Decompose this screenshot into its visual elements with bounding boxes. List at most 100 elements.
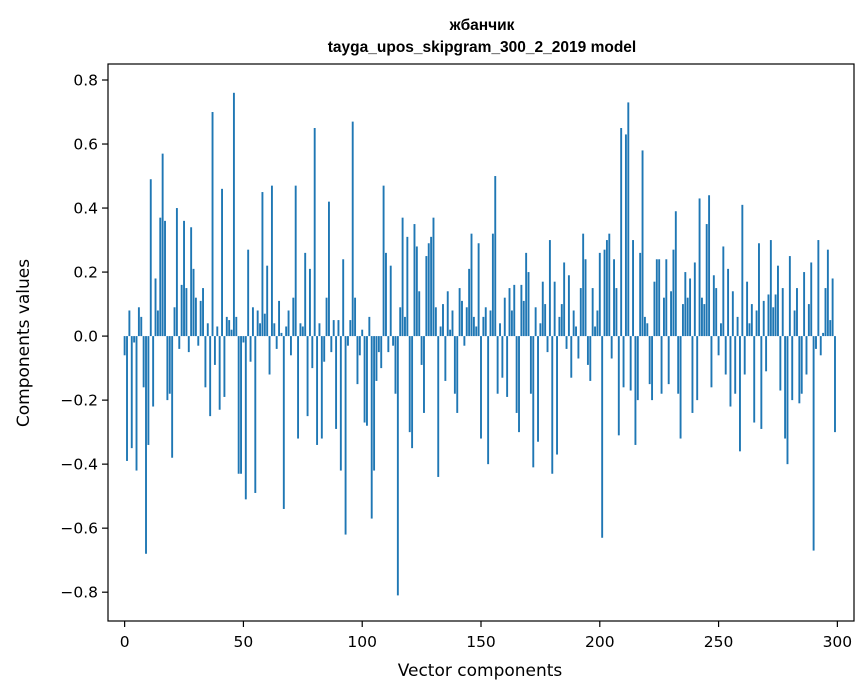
bar	[819, 336, 822, 356]
bar	[256, 310, 259, 337]
bar	[185, 288, 188, 337]
bar	[128, 310, 131, 337]
bar	[546, 336, 549, 353]
bar	[765, 336, 768, 372]
y-tick-label: 0.2	[73, 264, 98, 282]
bar	[539, 323, 542, 337]
bar	[629, 336, 632, 391]
bar	[506, 336, 509, 397]
bar	[748, 323, 751, 337]
bar	[123, 336, 126, 356]
y-tick-label: −0.8	[60, 584, 98, 602]
bar	[199, 300, 202, 337]
bar	[470, 233, 473, 337]
bar	[259, 323, 261, 337]
bar	[159, 217, 162, 337]
bar	[140, 316, 143, 337]
bar	[166, 336, 169, 401]
bar	[556, 336, 558, 455]
bar	[753, 336, 756, 423]
bar	[758, 243, 760, 337]
bar	[696, 336, 699, 401]
bar	[394, 336, 397, 394]
bar	[423, 336, 425, 413]
bar	[729, 336, 732, 407]
bar	[308, 268, 311, 337]
bar	[800, 336, 803, 394]
bar	[643, 316, 646, 337]
bar	[370, 336, 373, 519]
bar	[670, 291, 673, 337]
bar	[218, 336, 221, 410]
bar	[270, 185, 273, 337]
bar	[458, 288, 461, 337]
bar	[679, 336, 682, 439]
bar	[710, 336, 713, 388]
bar	[463, 336, 466, 346]
bar	[206, 323, 209, 337]
bar	[677, 336, 680, 394]
bar	[180, 284, 183, 337]
bar	[831, 278, 834, 337]
y-tick-label: −0.4	[60, 456, 98, 474]
bar	[589, 336, 592, 381]
bar	[332, 320, 335, 337]
bar	[313, 128, 316, 337]
bar	[746, 281, 749, 337]
bar	[232, 92, 235, 337]
bar	[817, 240, 820, 337]
chart-subtitle: tayga_upos_skipgram_300_2_2019 model	[328, 39, 636, 56]
bar	[762, 300, 765, 337]
bar	[655, 259, 658, 337]
bar	[197, 336, 200, 346]
bar	[584, 259, 587, 337]
bar	[570, 336, 573, 378]
bar	[237, 336, 240, 474]
y-tick-label: −0.2	[60, 392, 98, 410]
bar	[225, 316, 228, 337]
bar	[323, 336, 326, 362]
bar	[480, 336, 482, 439]
bar	[572, 310, 575, 337]
bar	[567, 275, 570, 337]
bar	[375, 336, 378, 381]
bar	[137, 307, 140, 337]
bar	[834, 336, 836, 433]
bar	[211, 112, 214, 337]
bar	[641, 150, 644, 337]
bar	[145, 336, 147, 554]
bar	[717, 336, 720, 356]
bar	[484, 307, 487, 337]
bar	[731, 291, 734, 337]
bar	[603, 249, 606, 337]
bar	[280, 332, 283, 337]
bar	[287, 310, 290, 337]
bar	[705, 224, 708, 337]
bar	[242, 336, 245, 343]
bar	[392, 336, 395, 346]
bar	[610, 336, 613, 359]
bar	[591, 288, 594, 337]
bar	[318, 323, 321, 337]
bar	[135, 336, 138, 471]
bar	[651, 336, 654, 401]
bar	[366, 336, 368, 426]
bar	[541, 281, 544, 337]
bar	[451, 310, 454, 337]
bar	[788, 256, 791, 337]
bar	[297, 336, 300, 439]
bar	[793, 310, 796, 337]
bar	[565, 336, 568, 349]
bar	[380, 336, 383, 369]
bar	[268, 336, 271, 375]
bar	[263, 313, 266, 337]
bar	[829, 320, 832, 337]
y-tick-label: 0.8	[73, 72, 98, 90]
bar	[152, 336, 155, 407]
bar	[724, 336, 727, 375]
bar	[660, 336, 663, 394]
bar	[779, 336, 782, 391]
bar	[320, 336, 323, 439]
bar	[674, 211, 677, 337]
bar	[786, 336, 789, 465]
